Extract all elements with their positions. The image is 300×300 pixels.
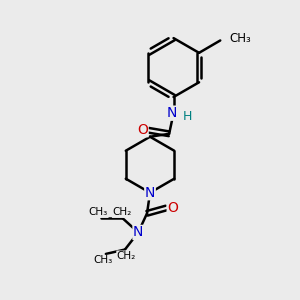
Text: N: N [145, 186, 155, 200]
Text: N: N [133, 225, 143, 239]
Text: H: H [183, 110, 192, 123]
Text: CH₂: CH₂ [112, 207, 132, 218]
Text: CH₃: CH₃ [89, 207, 108, 218]
Text: O: O [137, 123, 148, 137]
Text: CH₃: CH₃ [93, 255, 112, 266]
Text: CH₂: CH₂ [117, 251, 136, 261]
Text: O: O [167, 201, 178, 215]
Text: N: N [167, 106, 177, 120]
Text: CH₃: CH₃ [230, 32, 251, 45]
